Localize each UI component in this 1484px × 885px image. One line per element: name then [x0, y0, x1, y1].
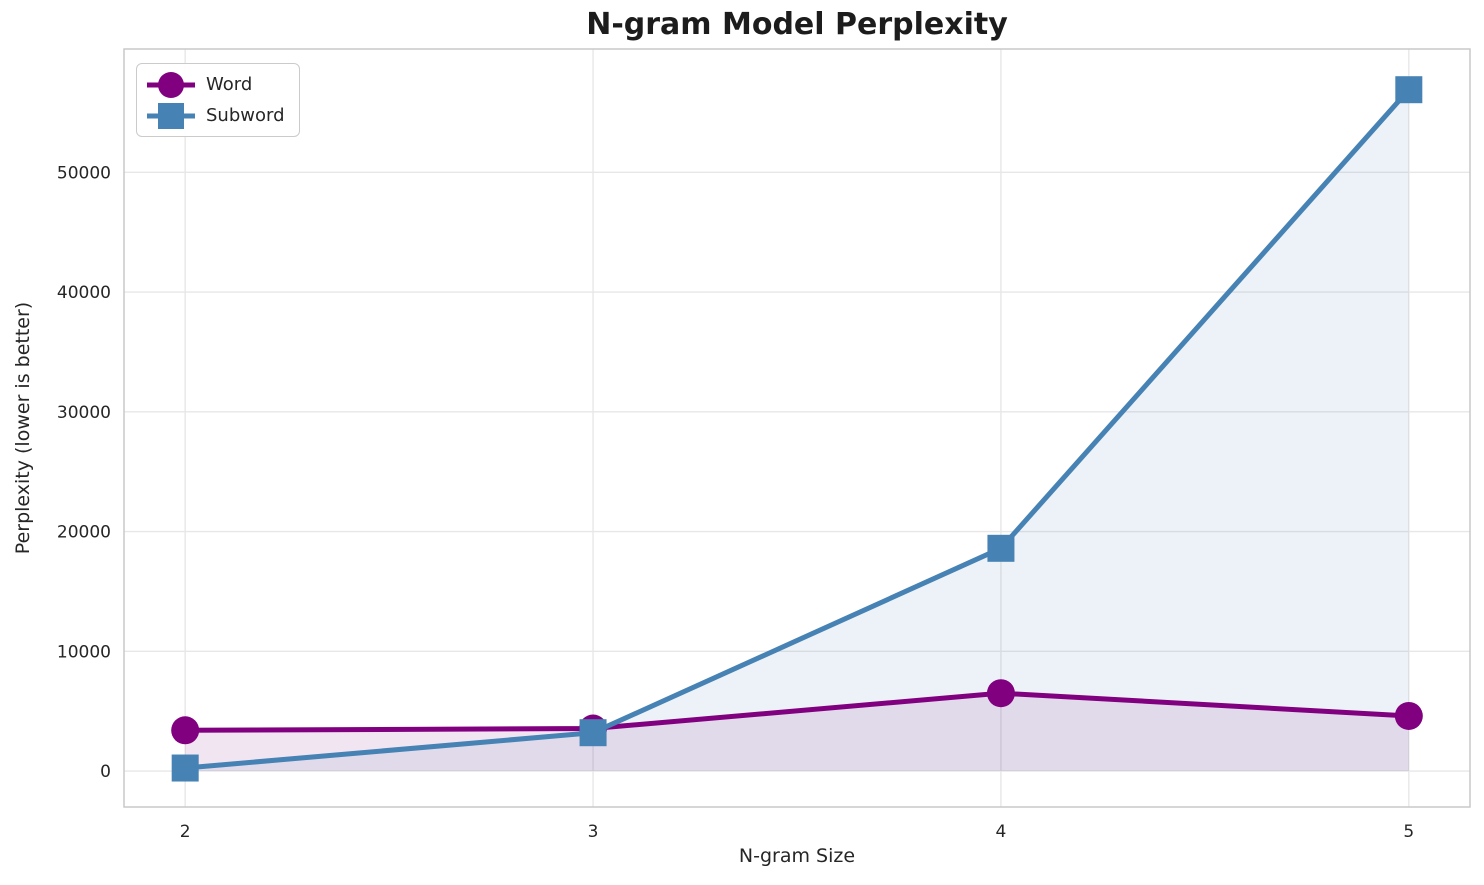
word-data-point: [1394, 701, 1423, 730]
axes-spines: [123, 48, 1471, 808]
x-axis-label: N-gram Size: [738, 845, 856, 867]
subword-data-point: [987, 534, 1015, 562]
legend: Word Subword: [136, 63, 300, 137]
word-series-marker-icon: [147, 71, 195, 98]
word-series-line: [182, 690, 1412, 733]
x-tick-label: 5: [1403, 822, 1414, 842]
y-tick-label: 20000: [57, 523, 111, 543]
y-tick-label: 0: [100, 762, 111, 782]
subword-series-marker-icon: [147, 102, 195, 129]
x-tick-label: 3: [588, 822, 599, 842]
legend-item-subword: Subword: [145, 101, 289, 131]
word-data-point: [986, 679, 1015, 708]
legend-item-word: Word: [145, 70, 289, 100]
subword-area-fill: [185, 89, 1409, 772]
y-tick-label: 30000: [57, 403, 111, 423]
word-data-point: [171, 716, 200, 745]
subword-series-line: [182, 87, 1412, 771]
y-tick-label: 10000: [57, 642, 111, 662]
legend-label-word: Word: [206, 73, 253, 95]
x-tick-label: 4: [996, 822, 1007, 842]
subword-data-point: [579, 719, 607, 747]
chart-title: N-gram Model Perplexity: [586, 7, 1008, 42]
y-tick-label: 50000: [57, 163, 111, 183]
legend-label-subword: Subword: [206, 104, 285, 126]
y-axis-label: Perplexity (lower is better): [12, 301, 34, 555]
subword-data-point: [171, 754, 199, 782]
subword-data-point: [1395, 76, 1423, 104]
x-tick-label: 2: [180, 822, 191, 842]
word-area-fill: [185, 693, 1409, 772]
y-tick-label: 40000: [57, 283, 111, 303]
